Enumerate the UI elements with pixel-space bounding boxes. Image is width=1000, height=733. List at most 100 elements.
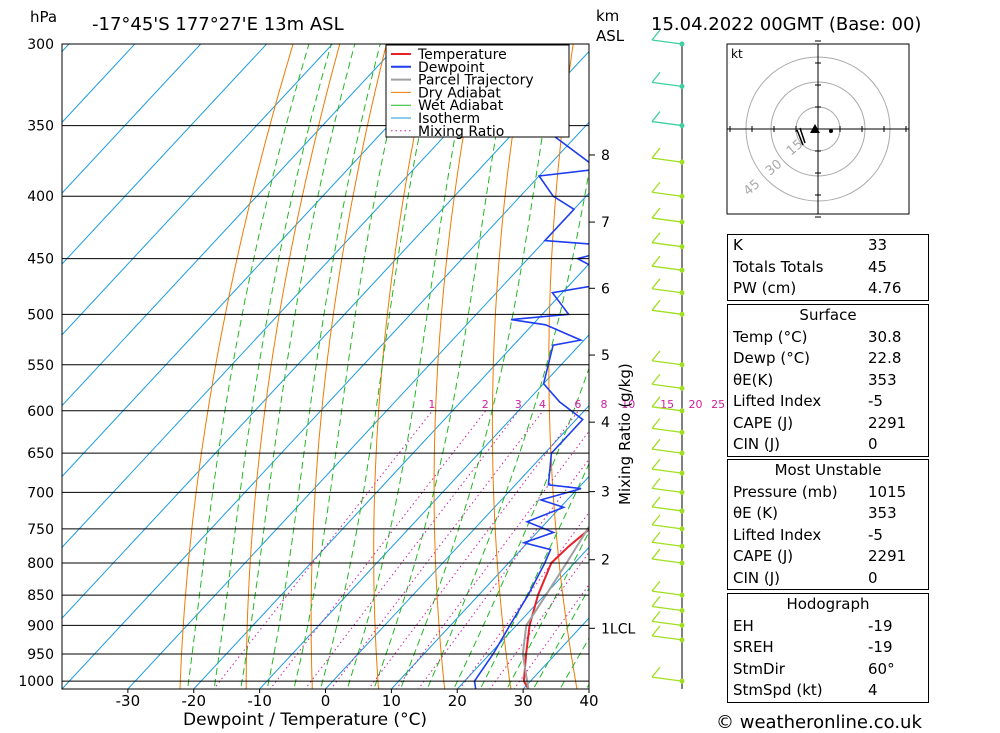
wind-barb [651,147,661,159]
dry-adiabat-line [310,44,388,689]
dry-adiabat-line [245,44,341,689]
wind-barb [651,120,683,127]
wind-barb [651,590,683,596]
mixing-ratio-label: 25 [711,398,725,411]
pressure-tick-label: 300 [27,37,54,53]
wind-barb [651,548,661,560]
isotherm-line [62,121,589,689]
stats-row: StmSpd (kt) 4 [728,680,928,702]
dry-adiabat-line [373,44,434,689]
stat-value: 2291 [868,547,907,565]
height-tick-label: 7 [601,215,610,231]
wind-barb [651,541,683,547]
wind-barb [651,360,683,366]
wind-barb [651,278,661,290]
stats-row: θE(K) 353 [728,370,928,392]
wind-barb [651,39,683,45]
wind-barb-dot [679,159,685,165]
legend-label: Dewpoint [418,60,485,76]
wind-barb [651,217,683,223]
stats-row: Pressure (mb) 1015 [728,482,928,504]
wind-barb [651,373,661,385]
wind-barb [651,596,661,607]
pressure-tick-label: 1000 [18,674,54,690]
wind-barb [651,157,683,163]
stat-label: Temp (°C) [733,327,808,346]
isotherm-line [62,44,400,407]
mixing-ratio-line [417,458,589,689]
height-tick-label: 8 [601,148,610,164]
wind-barb-dot [679,450,685,456]
wind-barb [651,625,661,637]
wind-barb-dot [679,543,685,549]
wind-barb-dot [679,508,685,514]
wind-barb [651,468,683,474]
wet-adiabat-line [293,44,409,689]
wind-barb [651,496,661,508]
dry-adiabat-line [179,44,294,689]
wet-adiabat-line [373,44,513,689]
mixing-ratio-label: 8 [600,398,607,411]
stat-label: CIN (J) [733,435,781,453]
wet-adiabat-line [532,587,589,689]
mixing-ratio-line [489,551,589,689]
wind-barb-dot [679,489,685,495]
wind-barb [651,383,683,389]
wet-adiabat-line [213,44,332,689]
wind-barb-dot [679,429,685,435]
mixing-ratio-label: 1 [428,398,435,411]
wind-barb [651,255,661,267]
stats-surface: Surface Temp (°C) 30.8 Dewp (°C) 22.8 θE(K… [727,304,929,457]
chart-datetime: 15.04.2022 00GMT (Base: 00) [651,14,921,35]
chart-title: -17°45'S 177°27'E 13m ASL [92,14,344,35]
x-tick-label: 0 [321,692,331,710]
stat-value: 0 [868,568,878,587]
pressure-tick-label: 650 [27,446,54,462]
dry-adiabat-line [491,44,528,689]
stat-label: CAPE (J) [733,547,794,565]
stats-row: CIN (J) 0 [728,434,928,456]
height-tick-label: 4 [601,415,610,431]
stat-value: -5 [868,392,883,410]
mixing-ratio-label: 4 [539,398,546,411]
stat-label: θE (K) [733,504,778,522]
hodograph-unit: kt [731,47,743,61]
wind-barb [651,191,683,197]
isotherm-line [0,26,20,697]
pressure-tick-label: 350 [27,119,54,135]
wind-barb-dot [679,267,685,273]
stat-label: Lifted Index [733,392,822,410]
height-tick-label: 6 [601,281,610,297]
stat-value: -19 [868,638,893,656]
stat-label: StmDir [733,659,785,678]
isotherm-line [62,44,465,478]
height-tick-label: 1LCL [601,621,635,637]
wind-barb [651,580,661,592]
wind-barb [651,181,661,193]
stat-label: θE(K) [733,370,774,389]
wind-barb [651,487,683,494]
wind-barb-dot [679,311,685,317]
x-tick-label: 20 [448,692,467,710]
isotherm-line [62,44,531,549]
section-title: Most Unstable [774,461,882,479]
stats-row: Lifted Index -5 [728,525,928,547]
wind-barb-dot [679,526,685,532]
stat-value: 22.8 [868,349,902,367]
wind-barb [651,448,683,454]
dry-adiabat-line [992,26,1000,697]
pressure-tick-label: 700 [27,485,54,501]
wind-barb [651,242,683,248]
storm-motion-marker [810,124,820,133]
wind-barb [651,458,661,470]
section-title: Hodograph [786,595,870,613]
legend-label: Dry Adiabat [418,85,501,101]
stat-label: Pressure (mb) [733,482,838,501]
stats-row: θE (K) 353 [728,503,928,525]
legend-label: Mixing Ratio [418,124,504,140]
wind-barb-dot [679,408,685,414]
pressure-tick-label: 550 [27,358,54,374]
stat-label: StmSpd (kt) [733,681,823,699]
